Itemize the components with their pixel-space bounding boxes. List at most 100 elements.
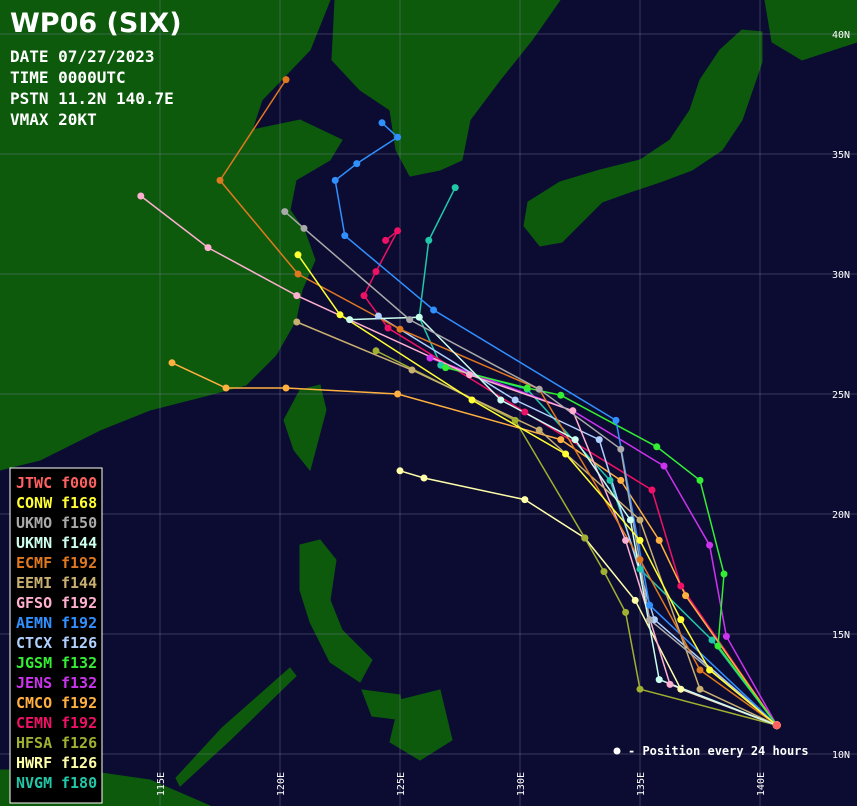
track-point xyxy=(396,325,404,333)
track-point xyxy=(511,396,519,404)
track-point xyxy=(648,486,656,494)
track-point xyxy=(425,236,433,244)
track-point xyxy=(426,354,434,362)
legend-name: CEMN xyxy=(16,714,52,732)
track-point xyxy=(606,476,614,484)
lon-label: 120E xyxy=(276,772,287,796)
track-point xyxy=(636,685,644,693)
track-point xyxy=(677,685,685,693)
legend-name: AEMN xyxy=(16,614,52,632)
track-point xyxy=(293,318,301,326)
track-point xyxy=(466,371,474,379)
lat-label: 25N xyxy=(832,390,850,401)
legend-tau: f144 xyxy=(61,574,97,592)
legend: JTWC f000 CONW f168 UKMO f150 UKMN f144 ECMF f192… xyxy=(16,474,97,792)
legend-name: CTCX xyxy=(16,634,52,652)
track-point xyxy=(562,450,570,458)
track-point xyxy=(468,396,476,404)
track-point xyxy=(341,232,349,240)
track-point xyxy=(204,244,212,252)
track-point xyxy=(682,592,690,600)
track-line xyxy=(140,195,778,726)
track-point xyxy=(360,292,368,300)
legend-tau: f180 xyxy=(61,774,97,792)
track-point xyxy=(660,462,668,470)
legend-name: CMCO xyxy=(16,694,52,712)
track-point xyxy=(331,176,339,184)
track-point xyxy=(384,324,392,332)
track-point xyxy=(622,608,630,616)
legend-tau: f192 xyxy=(61,594,97,612)
track-point xyxy=(521,408,529,416)
legend-tau: f192 xyxy=(61,554,97,572)
info-line: PSTN 11.2N 140.7E xyxy=(10,89,174,108)
track-point xyxy=(281,208,289,216)
track-point xyxy=(300,224,308,232)
track-point xyxy=(722,632,730,640)
track-point xyxy=(636,516,644,524)
track-point xyxy=(394,227,402,235)
track-point xyxy=(696,685,704,693)
track-point xyxy=(655,676,663,684)
track-point xyxy=(666,680,674,688)
track-point xyxy=(216,176,224,184)
track-point xyxy=(677,582,685,590)
track-point xyxy=(406,316,414,324)
track-point xyxy=(535,385,543,393)
legend-tau: f132 xyxy=(61,654,97,672)
lat-label: 15N xyxy=(832,630,850,641)
track-point xyxy=(622,536,630,544)
track-point xyxy=(535,426,543,434)
legend-name: UKMO xyxy=(16,514,52,532)
lat-label: 10N xyxy=(832,750,850,761)
track-point xyxy=(581,534,589,542)
track-point xyxy=(430,306,438,314)
info: DATE 07/27/2023 TIME 0000UTC PSTN 11.2N 14… xyxy=(10,47,174,129)
track-point xyxy=(696,476,704,484)
legend-tau: f192 xyxy=(61,694,97,712)
track-point xyxy=(595,436,603,444)
track-point xyxy=(617,476,625,484)
track-point xyxy=(523,384,531,392)
track-point xyxy=(293,292,301,300)
legend-name: HWRF xyxy=(16,754,52,772)
legend-tau: f126 xyxy=(61,634,97,652)
track-point xyxy=(374,312,382,320)
track-point xyxy=(636,556,644,564)
legend-box xyxy=(9,467,103,804)
track-point xyxy=(612,416,620,424)
track-point xyxy=(282,76,290,84)
track-point xyxy=(282,384,290,392)
lat-label: 40N xyxy=(832,30,850,41)
track-point xyxy=(636,565,644,573)
track-point xyxy=(168,359,176,367)
legend-tau: f144 xyxy=(61,534,97,552)
title: WP06 (SIX) xyxy=(10,8,182,39)
track-point xyxy=(720,570,728,578)
legend-name: EEMI xyxy=(16,574,52,592)
lon-label: 125E xyxy=(396,772,407,796)
legend-tau: f150 xyxy=(61,514,97,532)
track-point xyxy=(394,390,402,398)
legend-name: NVGM xyxy=(16,774,52,792)
track-point xyxy=(626,516,634,524)
info-line: VMAX 20KT xyxy=(10,110,97,129)
track-point xyxy=(294,251,302,259)
track-point xyxy=(636,536,644,544)
tracks xyxy=(137,76,781,730)
track-line xyxy=(445,366,778,726)
legend-tau: f126 xyxy=(61,734,97,752)
track-point xyxy=(222,384,230,392)
track-point xyxy=(706,666,714,674)
legend-name: GFSO xyxy=(16,594,52,612)
legend-name: JGSM xyxy=(16,654,52,672)
legend-name: JTWC xyxy=(16,474,52,492)
track-point xyxy=(511,416,519,424)
track-point xyxy=(353,160,361,168)
track-point xyxy=(655,536,663,544)
lon-label: 130E xyxy=(516,772,527,796)
lon-label: 140E xyxy=(756,772,767,796)
